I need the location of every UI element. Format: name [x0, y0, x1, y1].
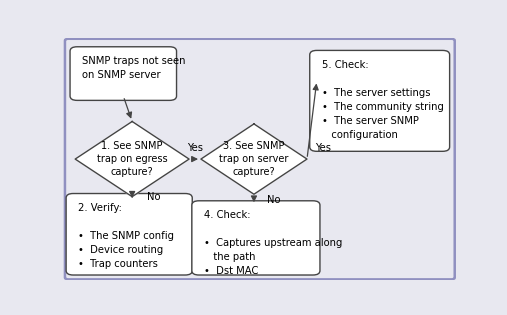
Polygon shape [75, 122, 189, 197]
Text: No: No [147, 192, 161, 202]
Text: 1. See SNMP
trap on egress
capture?: 1. See SNMP trap on egress capture? [97, 141, 167, 177]
Text: 3. See SNMP
trap on server
capture?: 3. See SNMP trap on server capture? [219, 141, 288, 177]
Text: No: No [267, 195, 280, 205]
Polygon shape [201, 124, 307, 194]
Text: SNMP traps not seen
on SNMP server: SNMP traps not seen on SNMP server [82, 56, 186, 80]
FancyBboxPatch shape [66, 193, 192, 275]
Text: 4. Check:

•  Captures upstream along
   the path
•  Dst MAC: 4. Check: • Captures upstream along the … [204, 210, 342, 276]
Text: 2. Verify:

•  The SNMP config
•  Device routing
•  Trap counters: 2. Verify: • The SNMP config • Device ro… [78, 203, 174, 269]
Text: 5. Check:

•  The server settings
•  The community string
•  The server SNMP
   : 5. Check: • The server settings • The co… [321, 60, 444, 140]
Text: Yes: Yes [187, 143, 203, 153]
FancyBboxPatch shape [310, 50, 450, 151]
FancyBboxPatch shape [70, 47, 176, 100]
FancyBboxPatch shape [65, 39, 455, 279]
Text: Yes: Yes [315, 143, 332, 153]
FancyBboxPatch shape [192, 201, 320, 275]
